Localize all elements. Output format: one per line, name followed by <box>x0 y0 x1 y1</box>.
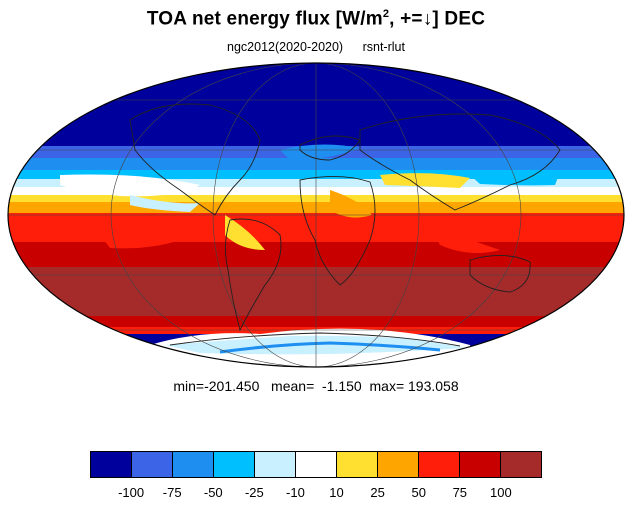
colorbar-swatch <box>173 452 214 477</box>
antarctica-coast-band <box>219 341 441 354</box>
patch-pacific-cloud <box>130 195 200 212</box>
patch-asia-subtropic <box>380 173 470 188</box>
map-border <box>7 62 625 368</box>
australia-outline <box>469 255 531 293</box>
south-america-outline <box>225 218 282 332</box>
europe-outline <box>299 135 361 161</box>
title-suffix: , +=↓] DEC <box>389 8 486 30</box>
colorbar-tick-label: 50 <box>411 485 426 500</box>
colorbar <box>90 451 542 478</box>
colorbar-swatch <box>378 452 419 477</box>
colorbar-tick-label: -100 <box>118 485 145 500</box>
chart-title: TOA net energy flux [W/m2, +=↓] DEC <box>0 8 632 30</box>
asia-outline <box>359 113 561 211</box>
field-statistics: min=-201.450 mean= -1.150 max= 193.058 <box>173 378 459 394</box>
title-text: TOA net energy flux [W/m <box>146 8 383 30</box>
colorbar-swatch <box>460 452 501 477</box>
title-superscript: 2 <box>382 8 390 20</box>
colorbar-swatch <box>419 452 460 477</box>
flux-field <box>8 63 624 367</box>
colorbar-tick-label: -75 <box>162 485 182 500</box>
colorbar-tick-label: -10 <box>286 485 305 500</box>
colorbar-swatch <box>214 452 255 477</box>
patch-south-america-yellow <box>225 215 265 250</box>
colorbar-tick-label: -50 <box>203 485 223 500</box>
patch-pacific-north <box>60 174 200 197</box>
colorbar-swatch <box>91 452 132 477</box>
colorbar-swatch <box>255 452 296 477</box>
colorbar-swatch <box>501 452 541 477</box>
patch-africa <box>330 190 372 218</box>
patch-indian-ocean <box>430 225 500 254</box>
colorbar-swatch <box>132 452 173 477</box>
subtitle-model: ngc2012(2020-2020) <box>227 40 344 54</box>
colorbar-tick-labels: -100 -75 -50 -25 -10 10 25 50 75 100 <box>90 485 542 501</box>
colorbar-tick-label: 75 <box>452 485 468 500</box>
antarctica-outline <box>169 332 461 347</box>
chart-subtitle: ngc2012(2020-2020) rsnt-rlut <box>0 40 632 54</box>
colorbar-swatch <box>337 452 378 477</box>
subtitle-variable: rsnt-rlut <box>362 40 405 54</box>
patch-east-pacific <box>100 231 180 249</box>
colorbar-tick-label: -25 <box>244 485 264 500</box>
colorbar-swatch <box>296 452 337 477</box>
colorbar-tick-label: 100 <box>490 485 512 500</box>
coastlines <box>129 103 561 347</box>
colorbar-tick-label: 10 <box>329 485 344 500</box>
colorbar-tick-label: 25 <box>370 485 385 500</box>
africa-outline <box>299 175 376 286</box>
north-america-outline <box>129 103 261 216</box>
graticule <box>8 63 624 367</box>
